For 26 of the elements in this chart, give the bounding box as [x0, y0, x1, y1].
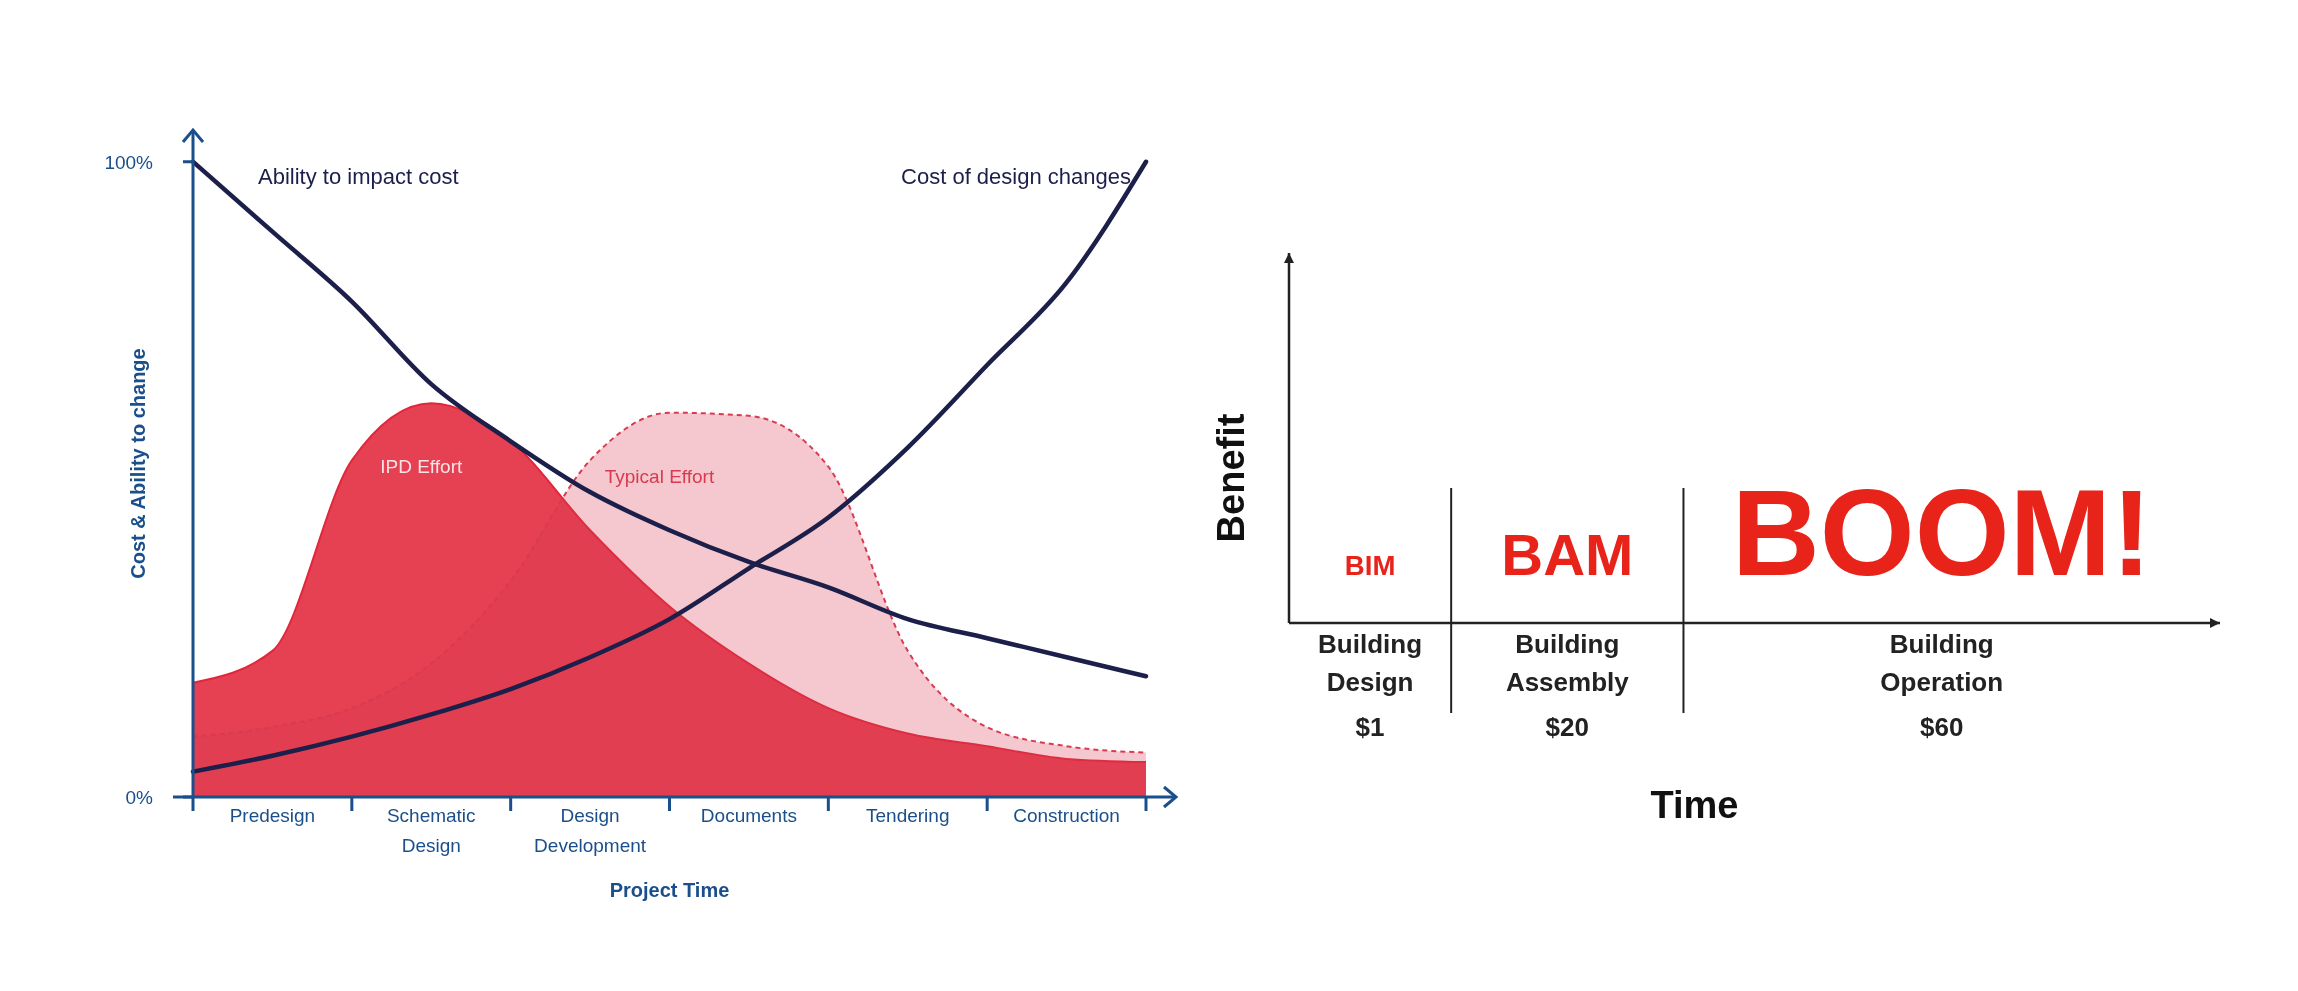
y-tick-label: 100%	[104, 151, 154, 173]
data-label: $20	[1545, 712, 1590, 742]
x-tick-label: Tendering	[866, 805, 950, 826]
y-tick-label: 0%	[125, 787, 154, 808]
text: BAM	[1501, 522, 1634, 587]
series-label: IPD Effort	[380, 456, 463, 478]
text: Time	[1650, 784, 1739, 826]
category-label: Building Assembly	[1505, 629, 1630, 697]
series-label: Cost of design changes	[901, 163, 1131, 189]
text: Benefit	[1210, 413, 1252, 543]
x-tick-label: Predesign	[229, 805, 316, 826]
line-series	[190, 159, 1149, 774]
x-tick-label: Design Development	[534, 805, 647, 856]
x-tick-label: Construction	[1013, 805, 1120, 826]
x-tick-label: Documents	[700, 805, 797, 826]
data-label: $1	[1355, 712, 1385, 742]
text: BOOM!	[1731, 465, 2152, 601]
x-tick-label: Schematic Design	[386, 805, 476, 856]
series-label: Typical Effort	[604, 465, 715, 487]
category-label: Building Operation	[1880, 629, 2004, 697]
data-label: $60	[1920, 712, 1964, 742]
x-axis-title: Project Time	[609, 879, 730, 901]
text: BIM	[1344, 550, 1396, 581]
series-label: Ability to impact cost	[258, 163, 459, 189]
y-axis-title: Cost & Ability to change	[127, 348, 149, 579]
category-label: Building Design	[1318, 629, 1423, 697]
